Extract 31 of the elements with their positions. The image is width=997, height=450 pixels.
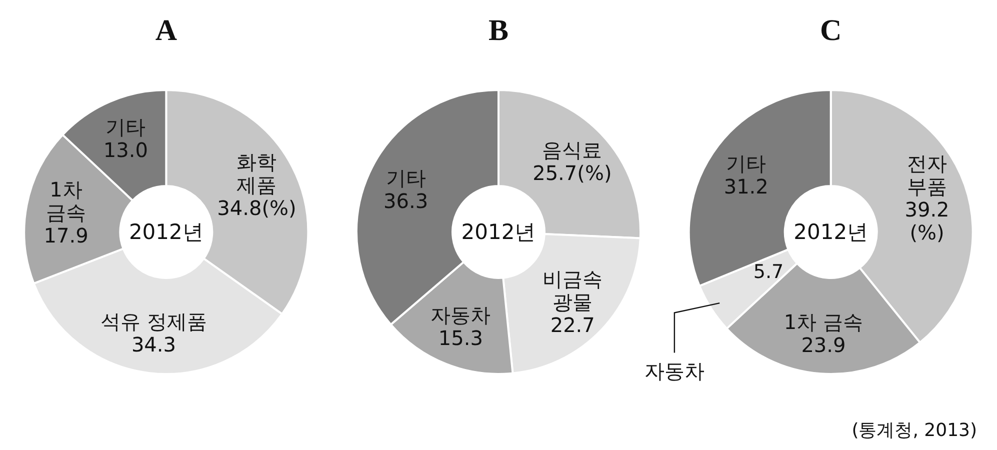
text: 2012년 [794, 220, 868, 244]
text: 2012년 [461, 220, 536, 244]
slice-label: 전자 부품 [907, 152, 948, 199]
slice-label: 석유 정제품 [100, 310, 207, 334]
slice-label: 1차 금속 [46, 178, 86, 225]
data-label: 31.2 [724, 174, 768, 199]
data-label: 5.7 [753, 260, 784, 283]
slice-label: 기타 [386, 166, 426, 190]
chart-title: C [820, 14, 842, 47]
slice-label: 1차 금속 [784, 310, 864, 334]
data-label: 34.3 [131, 332, 176, 357]
chart-title: B [488, 14, 509, 47]
data-label: 17.9 [44, 224, 88, 248]
slice-label: 자동차 [430, 303, 491, 328]
data-label: 22.7 [550, 313, 595, 338]
data-label: 34.8(%) [217, 196, 296, 220]
slice-label: 자동차 [644, 358, 704, 383]
chart-title: A [155, 14, 178, 47]
slice-label: 기타 [106, 114, 146, 139]
slice-label: 음식료 [542, 138, 602, 162]
data-label: 15.3 [438, 326, 483, 350]
text: (통계청, 2013) [852, 420, 977, 441]
slice-label: 기타 [726, 152, 766, 176]
text: 2012년 [128, 220, 204, 244]
data-label: 39.2 (%) [904, 198, 950, 245]
slice-label: 비금속 광물 [542, 267, 603, 314]
data-label: 36.3 [384, 188, 428, 213]
data-label: 25.7(%) [532, 160, 612, 185]
slice-label: 화학 제품 [236, 150, 277, 198]
data-label: 13.0 [103, 138, 148, 162]
data-label: 23.9 [801, 333, 846, 358]
